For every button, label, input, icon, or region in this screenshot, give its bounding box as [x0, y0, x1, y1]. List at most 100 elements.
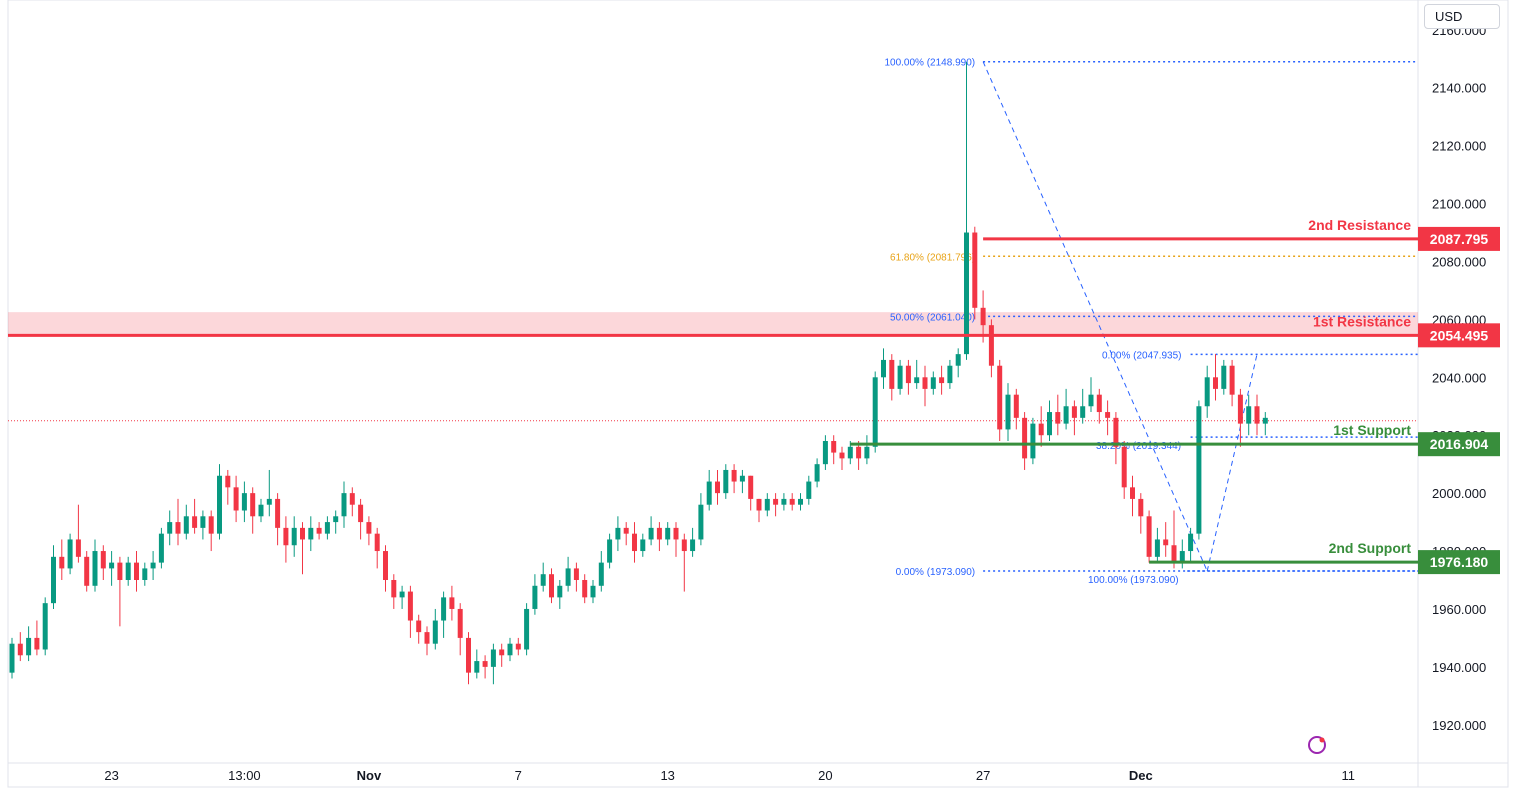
candle-body — [457, 608, 463, 638]
x-tick-label: Dec — [1129, 768, 1153, 783]
candle — [92, 539, 98, 592]
candle-body — [831, 441, 837, 453]
candle — [573, 562, 579, 592]
candle-body — [358, 504, 364, 523]
candle — [748, 475, 754, 511]
fib-level-label: 0.00% (1973.090) — [896, 567, 976, 578]
candle-body — [192, 516, 198, 528]
candle-body — [67, 539, 73, 569]
fib-level-label: 100.00% (2148.990) — [884, 58, 975, 69]
candle-body — [366, 522, 372, 534]
candle-body — [598, 562, 604, 586]
candle — [648, 516, 654, 546]
candle — [739, 469, 745, 494]
candle-body — [615, 527, 621, 540]
candle-body — [1088, 394, 1094, 407]
candle — [449, 585, 455, 621]
candle — [1196, 400, 1202, 540]
candle-body — [648, 527, 654, 540]
candle — [1171, 510, 1177, 569]
y-tick-label: 2000.000 — [1432, 486, 1486, 501]
candle — [416, 614, 422, 644]
y-tick-label: 2100.000 — [1432, 197, 1486, 212]
candle — [1096, 388, 1102, 424]
candle-body — [549, 574, 554, 598]
candle-body — [1146, 516, 1152, 557]
y-tick-label: 2080.000 — [1432, 254, 1486, 269]
candle-body — [134, 562, 139, 580]
candle — [158, 527, 164, 569]
candle-body — [1113, 417, 1119, 447]
candle-body — [930, 377, 936, 389]
candle-body — [914, 377, 920, 384]
candle-body — [997, 365, 1003, 430]
candle — [391, 574, 397, 609]
candle — [632, 522, 637, 563]
candle-body — [565, 568, 571, 586]
candle-body — [482, 661, 488, 667]
candle — [1146, 510, 1152, 563]
candle — [150, 551, 156, 580]
candle-body — [175, 522, 181, 534]
candle-body — [806, 481, 812, 499]
candle-body — [1229, 365, 1235, 395]
candle-body — [623, 527, 629, 534]
candle-body — [1030, 423, 1036, 459]
candle-body — [723, 469, 729, 494]
candle — [482, 655, 488, 679]
candle-body — [208, 516, 214, 534]
candle — [366, 516, 372, 546]
candle-body — [407, 591, 413, 621]
candle-body — [1163, 539, 1169, 546]
candle — [540, 562, 546, 592]
candle-body — [507, 643, 513, 656]
currency-selector[interactable]: USD — [1424, 4, 1500, 29]
candle-body — [1130, 487, 1135, 499]
candle-body — [814, 464, 820, 482]
candle — [864, 435, 870, 465]
candle — [192, 498, 198, 534]
candle — [1013, 388, 1019, 430]
candle — [424, 626, 430, 656]
candle-body — [607, 539, 613, 563]
candle — [457, 603, 463, 656]
candle-body — [1138, 498, 1144, 517]
candle — [1121, 441, 1127, 499]
candle-body — [972, 232, 978, 308]
candle — [42, 597, 48, 656]
fib-trend-line — [982, 61, 1208, 572]
candle-body — [706, 481, 712, 505]
candle-body — [441, 597, 447, 621]
candle — [59, 539, 65, 580]
price-box-bg — [1418, 323, 1500, 348]
candle-body — [474, 661, 480, 673]
level-name: 2nd Support — [1329, 540, 1412, 556]
candle — [233, 475, 239, 523]
candle — [806, 475, 812, 505]
candle — [134, 551, 139, 592]
currency-label: USD — [1435, 9, 1463, 24]
candle — [549, 568, 554, 604]
candle-body — [316, 527, 322, 534]
candle-body — [681, 539, 687, 552]
candle-body — [84, 556, 90, 586]
candle — [1213, 354, 1218, 401]
candle-body — [764, 498, 770, 511]
candle — [1246, 394, 1252, 436]
level-name: 1st Resistance — [1313, 313, 1411, 329]
candle-body — [117, 562, 123, 580]
candle-body — [690, 539, 696, 552]
candle — [241, 481, 247, 523]
candle-body — [341, 493, 347, 517]
candle-body — [557, 585, 563, 598]
y-tick-label: 2120.000 — [1432, 139, 1486, 154]
candle — [349, 487, 355, 517]
candle-body — [142, 568, 148, 580]
candle-body — [158, 533, 164, 563]
snapshot-logo-icon — [1308, 736, 1326, 754]
candle-body — [1196, 406, 1202, 534]
candle — [1055, 394, 1061, 436]
fib-level-label: 0.00% (2047.935) — [1102, 350, 1182, 361]
